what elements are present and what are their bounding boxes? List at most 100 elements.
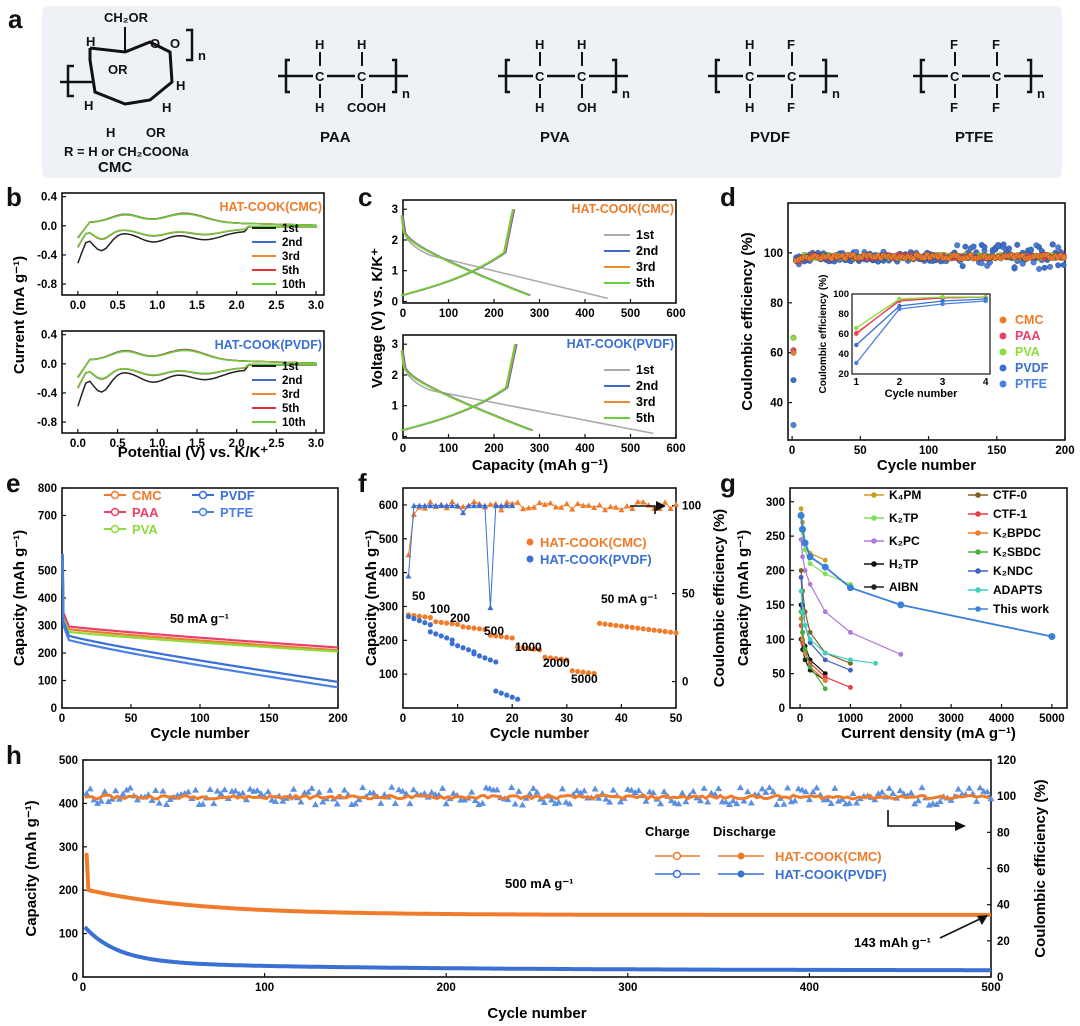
d-point-PVDF bbox=[995, 243, 1002, 250]
f-cmc-point bbox=[662, 628, 668, 635]
g-ylabel: Capacity (mAh g⁻¹) bbox=[735, 530, 752, 666]
h-ce-pvdf-point bbox=[914, 797, 922, 804]
b_bottom-legend-3rd: 3rd bbox=[282, 389, 300, 401]
c_bottom-legend-3rd: 3rd bbox=[636, 395, 655, 409]
pva-c-bg-1 bbox=[575, 67, 589, 83]
d-point-PVDF bbox=[1000, 241, 1007, 248]
g-point-This work bbox=[797, 512, 805, 519]
f-legend-marker-0 bbox=[526, 538, 534, 546]
d-legend-marker-CMC bbox=[999, 316, 1007, 324]
f-cmc-point bbox=[553, 655, 559, 662]
b_bottom-xtick-label: 2.5 bbox=[268, 438, 285, 450]
paa-n: n bbox=[402, 86, 410, 101]
h-right-ytick-label: 40 bbox=[997, 900, 1010, 912]
h-ce-pvdf-point bbox=[529, 784, 537, 791]
h-cmc-capacity bbox=[84, 852, 991, 917]
f-pvdf-point bbox=[422, 620, 428, 626]
g-legend-marker-K₂PC bbox=[871, 538, 877, 544]
d-inset-xtick: 3 bbox=[940, 377, 946, 388]
g-xlabel: Current density (mA g⁻¹) bbox=[841, 725, 1016, 742]
b_bottom-xtick-label: 3.0 bbox=[308, 438, 324, 450]
d-legend-PVDF: PVDF bbox=[1015, 361, 1049, 375]
f-ce-cmc-point bbox=[541, 501, 548, 508]
f-rate-label: 50 bbox=[412, 589, 426, 603]
c_top-ytick-label: 1 bbox=[392, 266, 399, 278]
c_top-xtick-label: 300 bbox=[530, 308, 549, 320]
f-ce-cmc-point bbox=[552, 503, 559, 510]
h-legend-discharge-marker-0 bbox=[737, 852, 745, 860]
h-ytick-label: 400 bbox=[59, 798, 78, 810]
g-legend-marker-This work bbox=[975, 606, 981, 612]
h-ce-pvdf-point bbox=[573, 787, 581, 794]
b_top-xtick-label: 3.0 bbox=[308, 300, 324, 312]
d-inset-point-PVA bbox=[854, 325, 859, 331]
e-xtick-label: 100 bbox=[190, 713, 209, 725]
h-ce-pvdf-point bbox=[773, 801, 781, 808]
h-ce-pvdf-point bbox=[133, 796, 141, 803]
c_top-discharge-5th bbox=[400, 215, 529, 297]
f-ce-pvdf-point bbox=[509, 502, 516, 509]
g-legend-marker-CTF-0 bbox=[975, 492, 981, 498]
f-ce-cmc-point bbox=[547, 499, 554, 506]
d-inset-point-PTFE bbox=[983, 298, 988, 304]
cmc-r-group: R = H or CH₂COONa bbox=[64, 144, 189, 159]
paa-carbon-1: C bbox=[357, 69, 367, 84]
f-pvdf-point bbox=[515, 696, 521, 702]
h-right-ytick-label: 100 bbox=[997, 791, 1016, 803]
c-ylabel: Voltage (V) vs. K/K⁺ bbox=[369, 248, 386, 388]
h-ce-pvdf-point bbox=[660, 788, 668, 795]
g-ytick-label: 100 bbox=[766, 634, 785, 646]
f-pvdf-point bbox=[438, 633, 444, 639]
h-ce-pvdf-point bbox=[232, 787, 240, 794]
h-ce-pvdf-point bbox=[395, 786, 403, 793]
h-ce-pvdf-point bbox=[341, 786, 349, 793]
f-cmc-point bbox=[520, 645, 526, 651]
b_bottom-cv-2nd bbox=[77, 349, 317, 389]
b_bottom-xtick-label: 1.5 bbox=[189, 438, 206, 450]
h-ce-pvdf-point bbox=[845, 799, 853, 806]
f-cmc-point bbox=[427, 615, 433, 621]
d-point-PVDF bbox=[1060, 261, 1067, 268]
e-xtick-label: 0 bbox=[59, 713, 65, 725]
f-ce-pvdf-point bbox=[421, 502, 428, 509]
h-ce-pvdf-point bbox=[351, 800, 359, 807]
f-cmc-point bbox=[607, 622, 614, 628]
d-point-PVDF bbox=[1027, 246, 1034, 253]
f-ce-cmc-point bbox=[673, 501, 679, 507]
g-legend-CTF-1: CTF-1 bbox=[993, 507, 1027, 521]
h-ce-pvdf-point bbox=[606, 798, 614, 805]
f-legend-0: HAT-COOK(CMC) bbox=[540, 535, 647, 550]
h-ce-pvdf-point bbox=[784, 784, 792, 791]
f-ce-cmc-point bbox=[536, 499, 543, 506]
f-ce-pvdf-point bbox=[405, 573, 412, 579]
c_bottom-ytick-label: 1 bbox=[392, 401, 399, 413]
d-ytick-label: 60 bbox=[770, 348, 783, 360]
g-legend-marker-AIBN bbox=[871, 584, 877, 590]
g-legend-K₂PC: K₂PC bbox=[889, 534, 920, 548]
e-legend-PVDF: PVDF bbox=[220, 488, 255, 503]
h-legend-discharge-marker-1 bbox=[737, 870, 745, 878]
f-pvdf-point bbox=[493, 688, 499, 694]
g-point-CTF-0 bbox=[798, 568, 804, 573]
d-point-PVDF bbox=[1055, 262, 1062, 269]
paa-bracket-right bbox=[392, 58, 398, 94]
h-right-ytick-label: 60 bbox=[997, 864, 1010, 876]
f-pvdf-point bbox=[411, 616, 417, 622]
cmc-h2: H bbox=[84, 98, 93, 113]
h-ce-pvdf-point bbox=[747, 799, 755, 806]
b_top-xtick-label: 0.0 bbox=[70, 300, 86, 312]
h-ce-pvdf-point bbox=[518, 801, 526, 808]
g-point-K₂TP bbox=[822, 571, 828, 577]
h-ce-pvdf-point bbox=[675, 800, 683, 807]
d-inset-point-PVA bbox=[897, 296, 902, 302]
h-ce-pvdf-point bbox=[221, 786, 229, 793]
e-legend-PVA: PVA bbox=[132, 522, 158, 537]
pva-c-bg-0 bbox=[533, 67, 547, 83]
d-point-PVDF bbox=[1041, 264, 1048, 271]
h-y2label: Coulombic efficiency (%) bbox=[1032, 779, 1049, 957]
h-ce-pvdf-point bbox=[410, 786, 418, 793]
h-ce-pvdf-point bbox=[479, 799, 487, 806]
f-pvdf-point bbox=[476, 653, 483, 659]
g-point-K₂PC bbox=[802, 568, 808, 573]
h-ce-pvdf-point bbox=[744, 788, 752, 795]
